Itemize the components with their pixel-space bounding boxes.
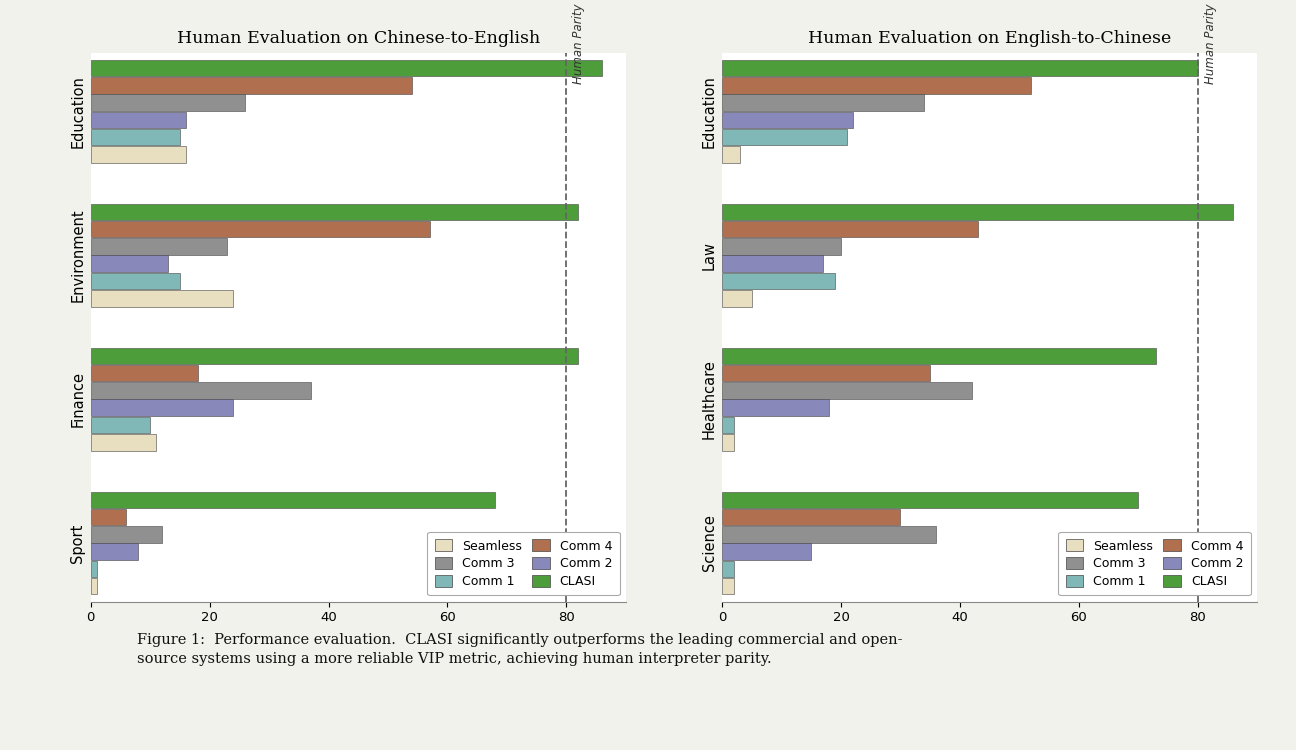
Title: Human Evaluation on English-to-Chinese: Human Evaluation on English-to-Chinese <box>807 30 1172 46</box>
Legend: Seamless, Comm 3, Comm 1, Comm 4, Comm 2, CLASI: Seamless, Comm 3, Comm 1, Comm 4, Comm 2… <box>1059 532 1251 596</box>
Text: Human Parity: Human Parity <box>1204 3 1217 84</box>
Bar <box>722 112 853 128</box>
Bar <box>91 400 233 416</box>
Bar <box>722 60 1198 76</box>
Bar <box>722 544 811 560</box>
Bar <box>91 382 311 399</box>
Bar <box>722 365 931 382</box>
Bar <box>722 526 936 543</box>
Bar <box>722 509 901 526</box>
Bar <box>722 77 1032 94</box>
Text: Figure 1:  Performance evaluation.  CLASI significantly outperforms the leading : Figure 1: Performance evaluation. CLASI … <box>137 633 903 666</box>
Bar <box>91 434 156 451</box>
Bar <box>722 146 740 163</box>
Bar <box>91 365 198 382</box>
Text: Human Parity: Human Parity <box>573 3 586 84</box>
Bar <box>91 238 228 255</box>
Bar <box>91 526 162 543</box>
Bar <box>722 238 841 255</box>
Bar <box>722 382 972 399</box>
Bar <box>91 129 180 146</box>
Bar <box>91 146 185 163</box>
Bar <box>722 256 823 272</box>
Bar <box>722 347 1156 364</box>
Bar <box>91 417 150 434</box>
Bar <box>722 400 829 416</box>
Bar <box>722 204 1234 220</box>
Bar <box>91 491 495 508</box>
Bar <box>91 221 429 238</box>
Bar <box>91 256 168 272</box>
Bar <box>722 94 924 111</box>
Bar <box>722 129 846 146</box>
Bar <box>91 77 412 94</box>
Bar <box>91 273 180 290</box>
Bar <box>91 509 127 526</box>
Bar <box>91 290 233 307</box>
Bar <box>722 221 977 238</box>
Bar <box>91 561 97 578</box>
Bar <box>722 290 752 307</box>
Bar <box>91 204 578 220</box>
Bar <box>91 94 245 111</box>
Bar <box>722 491 1138 508</box>
Bar <box>722 434 734 451</box>
Bar <box>722 417 734 434</box>
Bar <box>722 561 734 578</box>
Bar <box>722 578 734 595</box>
Bar <box>722 273 835 290</box>
Legend: Seamless, Comm 3, Comm 1, Comm 4, Comm 2, CLASI: Seamless, Comm 3, Comm 1, Comm 4, Comm 2… <box>428 532 619 596</box>
Bar <box>91 544 139 560</box>
Bar <box>91 347 578 364</box>
Title: Human Evaluation on Chinese-to-English: Human Evaluation on Chinese-to-English <box>176 30 540 46</box>
Bar <box>91 112 185 128</box>
Bar <box>91 578 97 595</box>
Bar <box>91 60 601 76</box>
